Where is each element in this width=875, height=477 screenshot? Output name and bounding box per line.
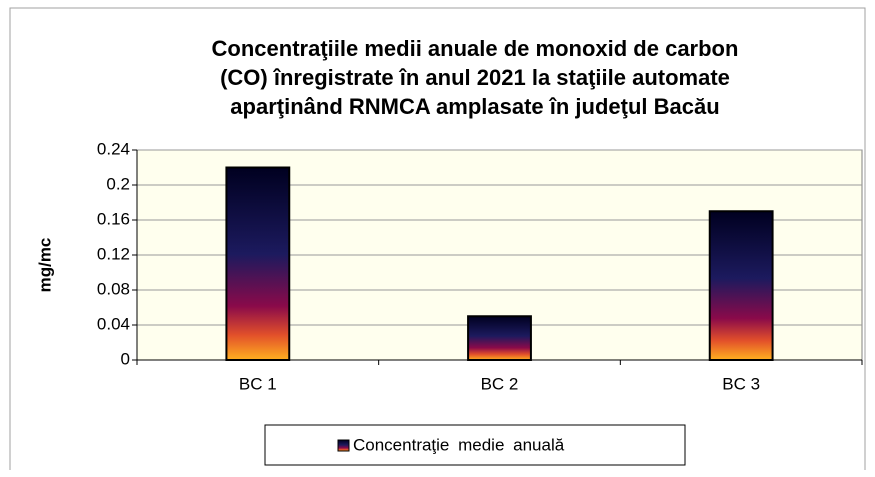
chart-title: Concentraţiile medii anuale de monoxid d… [212, 36, 739, 61]
y-tick-label: 0.16 [97, 209, 130, 228]
y-tick-label: 0.12 [97, 244, 130, 263]
x-tick-label: BC 1 [239, 374, 277, 393]
legend-label: Concentraţie medie anuală [353, 435, 565, 454]
frame [9, 7, 866, 470]
y-tick-label: 0.2 [106, 174, 130, 193]
bar [467, 315, 532, 361]
y-tick-label: 0.24 [97, 139, 130, 158]
bar [225, 166, 291, 361]
legend [264, 424, 686, 466]
x-tick-label: BC 2 [481, 374, 519, 393]
bar [708, 210, 774, 361]
y-tick-label: 0.04 [97, 314, 130, 333]
legend-swatch [337, 439, 350, 452]
y-tick-label: 0 [121, 349, 130, 368]
x-tick-label: BC 3 [722, 374, 760, 393]
chart-title: (CO) înregistrate în anul 2021 la staţii… [220, 65, 730, 90]
y-tick-label: 0.08 [97, 279, 130, 298]
chart-title: aparţinând RNMCA amplasate în judeţul Ba… [230, 94, 719, 119]
y-axis-label: mg/mc [35, 238, 54, 293]
